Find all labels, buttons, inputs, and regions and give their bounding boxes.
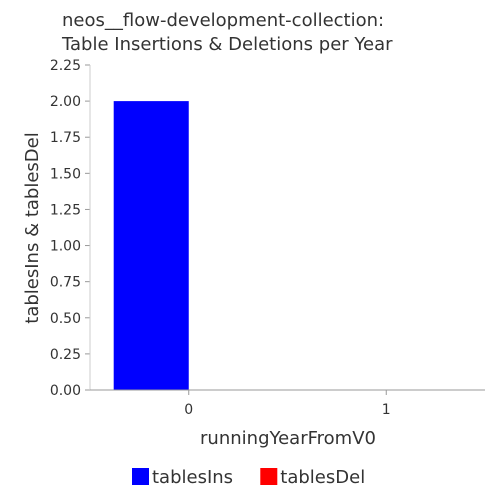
chart-title-line1: neos__flow-development-collection: — [62, 10, 384, 31]
y-tick-label: 0.75 — [50, 275, 81, 291]
y-tick-label: 2.00 — [50, 94, 81, 110]
y-tick-label: 1.75 — [50, 130, 81, 146]
bars — [113, 101, 189, 390]
x-axis-label: runningYearFromV0 — [200, 428, 376, 449]
y-tick-label: 0.50 — [50, 311, 81, 327]
legend: tablesIns tablesDel — [132, 467, 365, 488]
y-tick-label: 0.00 — [50, 383, 81, 399]
y-tick-label: 2.25 — [50, 58, 81, 74]
x-tick-label: 0 — [184, 402, 193, 418]
legend-swatch-tablesIns — [132, 468, 149, 485]
y-tick-label: 1.25 — [50, 202, 81, 218]
bar-tablesIns-0 — [113, 101, 189, 390]
x-tick-label: 1 — [382, 402, 391, 418]
y-tick-label: 1.50 — [50, 166, 81, 182]
legend-label-tablesDel: tablesDel — [280, 467, 365, 488]
legend-label-tablesIns: tablesIns — [152, 467, 233, 488]
y-tick-label: 0.25 — [50, 347, 81, 363]
y-axis-label: tablesIns & tablesDel — [22, 132, 43, 323]
y-axis-ticks: 0.00 0.25 0.50 0.75 1.00 1.25 1.50 1.75 2.00 2.25 — [50, 58, 90, 399]
chart-title-line2: Table Insertions & Deletions per Year — [61, 34, 393, 55]
y-tick-label: 1.00 — [50, 239, 81, 255]
legend-swatch-tablesDel — [260, 468, 278, 485]
